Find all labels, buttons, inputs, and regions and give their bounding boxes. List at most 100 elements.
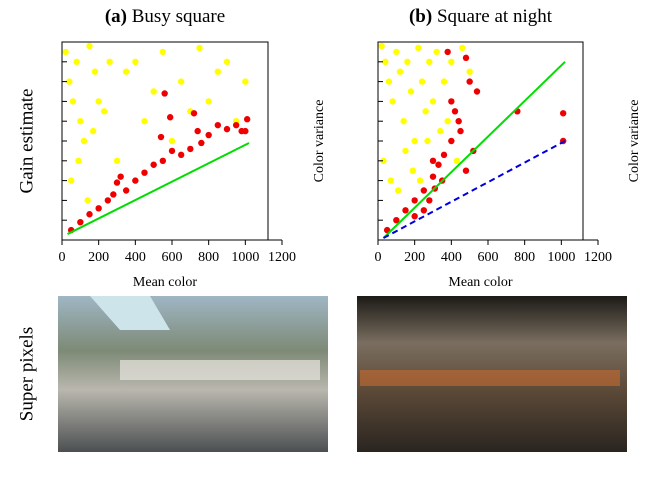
yellow-point <box>437 128 443 134</box>
red-point <box>141 169 147 175</box>
yellow-point <box>402 148 408 154</box>
title-text: Busy square <box>132 6 225 27</box>
chart-title: (a) Busy square <box>105 6 225 27</box>
yellow-point <box>419 78 425 84</box>
red-point <box>474 88 480 94</box>
yellow-point <box>75 158 81 164</box>
red-point <box>411 197 417 203</box>
yellow-point <box>397 69 403 75</box>
chart-title: (b) Square at night <box>409 6 553 27</box>
yellow-point <box>400 118 406 124</box>
yellow-point <box>95 98 101 104</box>
yellow-point <box>410 168 416 174</box>
red-point <box>466 78 472 84</box>
red-point <box>430 173 436 179</box>
yellow-point <box>388 177 394 183</box>
title-text: Square at night <box>437 6 553 27</box>
red-point <box>123 187 129 193</box>
yellow-point <box>84 197 90 203</box>
yellow-point <box>169 138 175 144</box>
red-point <box>402 207 408 213</box>
yellow-point <box>430 98 436 104</box>
title-label: (a) <box>105 6 127 27</box>
red-point <box>205 132 211 138</box>
red-point <box>463 55 469 61</box>
yellow-point <box>411 138 417 144</box>
x-tick-label: 0 <box>375 250 382 265</box>
row-label: Super pixels <box>16 327 37 421</box>
red-point <box>224 126 230 132</box>
x-axis-label: Mean color <box>448 275 512 290</box>
yellow-point <box>196 45 202 51</box>
x-tick-label: 200 <box>88 250 109 265</box>
x-tick-label: 1200 <box>584 250 612 265</box>
yellow-point <box>68 177 74 183</box>
yellow-point <box>444 118 450 124</box>
plot-frame <box>378 42 583 240</box>
red-point <box>444 49 450 55</box>
y-axis-label: Gain estimate <box>16 89 37 194</box>
yellow-point <box>382 59 388 65</box>
yellow-point <box>106 59 112 65</box>
photo-lights <box>360 370 620 386</box>
yellow-point <box>73 59 79 65</box>
right-label: Color variance <box>312 100 327 183</box>
red-point <box>411 213 417 219</box>
photo-tents <box>120 360 320 380</box>
red-point <box>86 211 92 217</box>
yellow-point <box>433 49 439 55</box>
right-label: Color variance <box>627 100 642 183</box>
yellow-point <box>415 45 421 51</box>
yellow-point <box>242 78 248 84</box>
yellow-point <box>386 78 392 84</box>
yellow-point <box>408 88 414 94</box>
x-tick-label: 1000 <box>231 250 259 265</box>
yellow-point <box>426 59 432 65</box>
red-point <box>114 179 120 185</box>
yellow-point <box>404 59 410 65</box>
x-tick-label: 800 <box>198 250 219 265</box>
yellow-point <box>66 78 72 84</box>
x-tick-label: 1200 <box>268 250 296 265</box>
yellow-point <box>92 69 98 75</box>
yellow-point <box>160 49 166 55</box>
red-point <box>430 158 436 164</box>
yellow-point <box>123 69 129 75</box>
x-tick-label: 1000 <box>547 250 575 265</box>
red-point <box>150 162 156 168</box>
yellow-point <box>81 138 87 144</box>
yellow-point <box>393 49 399 55</box>
red-point <box>435 162 441 168</box>
red-point <box>117 173 123 179</box>
red-point <box>77 219 83 225</box>
red-point <box>421 207 427 213</box>
red-point <box>448 138 454 144</box>
yellow-point <box>215 69 221 75</box>
red-point <box>441 152 447 158</box>
fit-line <box>384 141 566 238</box>
yellow-point <box>90 128 96 134</box>
red-point <box>198 140 204 146</box>
red-point <box>95 205 101 211</box>
red-point <box>167 114 173 120</box>
red-point <box>455 118 461 124</box>
red-point <box>242 128 248 134</box>
yellow-point <box>86 43 92 49</box>
x-tick-label: 400 <box>441 250 462 265</box>
yellow-point <box>101 108 107 114</box>
x-tick-label: 600 <box>478 250 499 265</box>
plot <box>378 43 566 238</box>
red-point <box>560 110 566 116</box>
yellow-point <box>62 49 68 55</box>
x-tick-label: 600 <box>162 250 183 265</box>
red-point <box>105 197 111 203</box>
red-point <box>178 152 184 158</box>
yellow-point <box>422 108 428 114</box>
fit-line <box>384 62 566 238</box>
x-tick-label: 200 <box>404 250 425 265</box>
red-point <box>463 168 469 174</box>
red-point <box>457 128 463 134</box>
yellow-point <box>378 43 384 49</box>
red-point <box>421 187 427 193</box>
yellow-point <box>132 59 138 65</box>
